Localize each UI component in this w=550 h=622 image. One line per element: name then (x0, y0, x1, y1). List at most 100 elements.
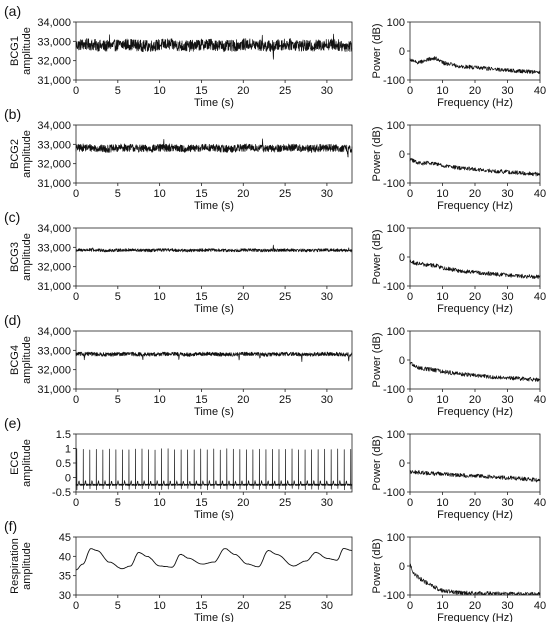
y-axis-label: BCG2 (9, 139, 21, 169)
x-tick-label: 40 (534, 188, 546, 200)
x-tick-label: 5 (115, 291, 121, 303)
x-axis-label: Frequency (Hz) (437, 303, 513, 315)
x-tick-label: 10 (436, 394, 448, 406)
x-tick-label: 40 (534, 291, 546, 303)
x-axis-label: Time (s) (194, 509, 234, 521)
x-tick-label: 0 (407, 394, 413, 406)
plot-frame (409, 227, 541, 287)
y-tick-label: 31,000 (37, 281, 71, 293)
x-tick-label: 0 (73, 600, 79, 612)
spectrum-trace (409, 259, 541, 280)
panel-label: (c) (4, 209, 20, 225)
x-axis-label: Frequency (Hz) (437, 97, 513, 109)
x-tick-label: 10 (436, 188, 448, 200)
x-tick-label: 30 (501, 600, 513, 612)
x-tick-label: 25 (279, 394, 291, 406)
x-tick-label: 5 (115, 600, 121, 612)
signal-trace (75, 351, 353, 362)
y-tick-label: 1.5 (56, 429, 71, 441)
panel-d: (d) 0 5 10 15 20 25 30 31,000 32,000 33,000 34,000 T… (4, 312, 546, 418)
panel-b: (b) 0 5 10 15 20 25 30 31,000 32,000 33,000 34,000 T… (4, 106, 546, 212)
x-tick-label: 0 (407, 188, 413, 200)
x-tick-label: 25 (279, 85, 291, 97)
y-tick-label: 33,000 (37, 242, 71, 254)
y-tick-label: 33,000 (37, 36, 71, 48)
x-axis-label: Frequency (Hz) (437, 612, 513, 622)
y-tick-label: -100 (383, 75, 405, 87)
y-tick-label: 30 (59, 590, 71, 602)
y-tick-label: 100 (387, 326, 405, 338)
x-axis-label: Time (s) (194, 612, 234, 622)
y-tick-label: 40 (59, 551, 71, 563)
y-axis-label: Power (dB) (371, 538, 383, 593)
x-tick-label: 5 (115, 394, 121, 406)
x-tick-label: 0 (73, 291, 79, 303)
panel-label: (d) (4, 312, 21, 328)
x-tick-label: 10 (154, 188, 166, 200)
x-tick-label: 30 (321, 291, 333, 303)
y-tick-label: 35 (59, 571, 71, 583)
x-tick-label: 10 (154, 394, 166, 406)
x-tick-label: 30 (321, 85, 333, 97)
x-tick-label: 20 (237, 291, 249, 303)
x-tick-label: 15 (195, 394, 207, 406)
signal-trace (75, 138, 353, 158)
y-tick-label: 1 (65, 444, 71, 456)
x-tick-label: 30 (321, 394, 333, 406)
x-tick-label: 15 (195, 497, 207, 509)
x-tick-label: 15 (195, 85, 207, 97)
spectrum-trace (409, 157, 541, 177)
x-tick-label: 10 (154, 497, 166, 509)
signal-trace (75, 244, 353, 253)
y-tick-label: -0.5 (52, 487, 71, 499)
x-tick-label: 25 (279, 291, 291, 303)
plot-frame (75, 536, 353, 596)
spectrum-trace (409, 563, 541, 595)
x-tick-label: 10 (154, 600, 166, 612)
y-tick-label: 100 (387, 120, 405, 132)
y-tick-label: 31,000 (37, 75, 71, 87)
plot-frame (75, 124, 353, 184)
spectrum-trace (409, 361, 541, 382)
y-tick-label: 32,000 (37, 56, 71, 68)
y-axis-label: Respiration (9, 538, 21, 594)
x-tick-label: 10 (436, 291, 448, 303)
y-tick-label: 100 (387, 17, 405, 29)
y-tick-label: 0 (399, 458, 405, 470)
x-tick-label: 10 (154, 85, 166, 97)
y-tick-label: 0.5 (56, 458, 71, 470)
x-axis-label: Frequency (Hz) (437, 406, 513, 418)
y-tick-label: -100 (383, 384, 405, 396)
x-tick-label: 0 (407, 291, 413, 303)
panel-f: (f) 0 5 10 15 20 25 30 30 35 40 45 Time (s) Respirati… (4, 518, 546, 622)
y-tick-label: 32,000 (37, 262, 71, 274)
y-tick-label: -100 (383, 590, 405, 602)
plot-frame (409, 536, 541, 596)
x-tick-label: 15 (195, 188, 207, 200)
x-tick-label: 10 (436, 497, 448, 509)
y-axis-label: BCG4 (9, 345, 21, 375)
plot-frame (75, 330, 353, 390)
y-tick-label: 31,000 (37, 178, 71, 190)
x-tick-label: 30 (501, 291, 513, 303)
x-tick-label: 20 (469, 394, 481, 406)
y-tick-label: 0 (399, 561, 405, 573)
x-tick-label: 10 (436, 600, 448, 612)
y-tick-label: 100 (387, 429, 405, 441)
x-tick-label: 20 (469, 291, 481, 303)
signal-trace (75, 33, 353, 60)
signal-trace (75, 548, 353, 571)
y-tick-label: 34,000 (37, 120, 71, 132)
x-tick-label: 30 (501, 497, 513, 509)
y-tick-label: 31,000 (37, 384, 71, 396)
x-tick-label: 30 (501, 188, 513, 200)
x-tick-label: 0 (407, 85, 413, 97)
y-axis-label: Power (dB) (371, 332, 383, 387)
plot-frame (409, 433, 541, 493)
y-tick-label: 0 (399, 252, 405, 264)
y-axis-label: Power (dB) (371, 435, 383, 490)
x-tick-label: 20 (469, 188, 481, 200)
y-axis-label: BCG3 (9, 242, 21, 272)
y-axis-label: amplitude (21, 439, 33, 487)
